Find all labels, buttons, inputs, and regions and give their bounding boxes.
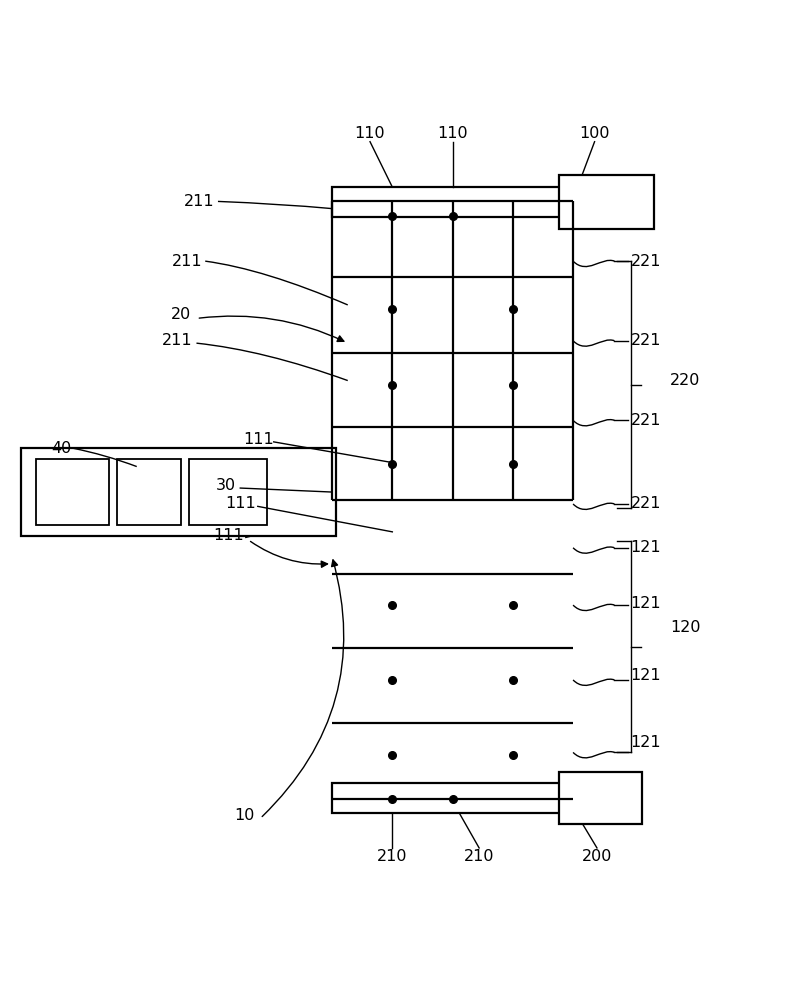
Text: 111: 111 <box>243 432 274 447</box>
Bar <box>559 772 642 824</box>
Bar <box>117 459 181 525</box>
Text: 221: 221 <box>630 333 661 348</box>
Bar <box>189 459 267 525</box>
Text: 121: 121 <box>630 735 661 750</box>
Bar <box>332 783 573 813</box>
Text: 211: 211 <box>162 333 193 348</box>
Text: 200: 200 <box>582 849 612 864</box>
Text: 20: 20 <box>171 307 191 322</box>
Text: 111: 111 <box>213 528 244 543</box>
Text: 120: 120 <box>670 620 701 635</box>
Text: 100: 100 <box>579 126 610 141</box>
Text: 221: 221 <box>630 496 661 511</box>
Bar <box>36 459 109 525</box>
Bar <box>22 448 336 536</box>
Text: 211: 211 <box>172 254 202 269</box>
Text: 121: 121 <box>630 540 661 555</box>
Text: 221: 221 <box>630 254 661 269</box>
Text: 220: 220 <box>670 373 701 388</box>
Text: 110: 110 <box>355 126 385 141</box>
Text: 210: 210 <box>377 849 407 864</box>
Text: 121: 121 <box>630 596 661 611</box>
Text: 121: 121 <box>630 668 661 683</box>
Bar <box>332 187 573 217</box>
Bar <box>559 175 654 229</box>
Text: 210: 210 <box>464 849 495 864</box>
Text: 211: 211 <box>184 194 215 209</box>
Text: 10: 10 <box>234 808 255 823</box>
Text: 221: 221 <box>630 413 661 428</box>
Text: 30: 30 <box>217 478 237 493</box>
Text: 111: 111 <box>225 496 256 511</box>
Text: 40: 40 <box>51 441 71 456</box>
Text: 110: 110 <box>438 126 468 141</box>
